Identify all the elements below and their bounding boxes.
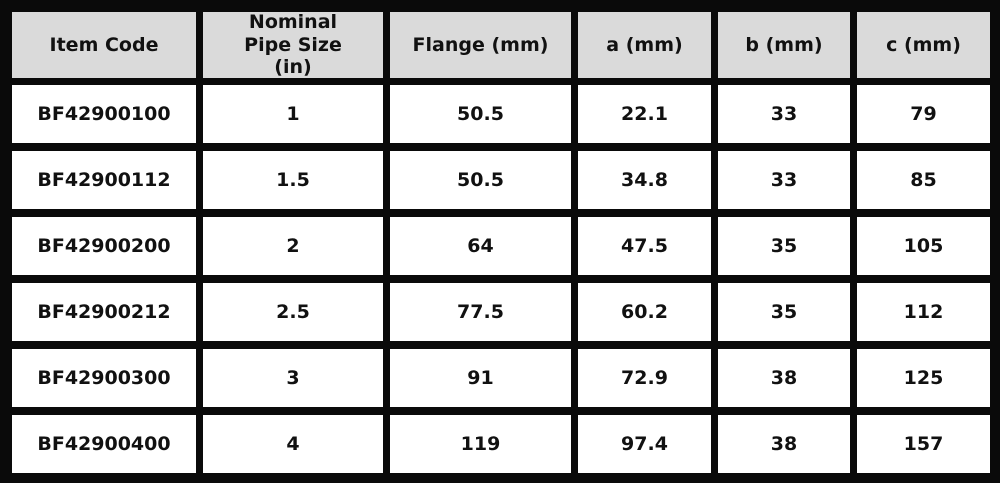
table-cell: 38 bbox=[718, 415, 850, 473]
table-cell: BF42900212 bbox=[12, 283, 196, 341]
table-cell: 64 bbox=[390, 217, 571, 275]
table-cell: 60.2 bbox=[578, 283, 711, 341]
header-cell: b (mm) bbox=[718, 12, 850, 78]
table-cell: 22.1 bbox=[578, 85, 711, 143]
table-cell: 35 bbox=[718, 217, 850, 275]
table-cell: 72.9 bbox=[578, 349, 711, 407]
header-cell: Flange (mm) bbox=[390, 12, 571, 78]
table-cell: 157 bbox=[857, 415, 990, 473]
table-cell: BF42900300 bbox=[12, 349, 196, 407]
table-cell: BF42900400 bbox=[12, 415, 196, 473]
table-cell: 34.8 bbox=[578, 151, 711, 209]
header-cell: c (mm) bbox=[857, 12, 990, 78]
table-cell: BF42900100 bbox=[12, 85, 196, 143]
table-cell: 3 bbox=[203, 349, 383, 407]
table-cell: 38 bbox=[718, 349, 850, 407]
header-cell: a (mm) bbox=[578, 12, 711, 78]
header-cell: Item Code bbox=[12, 12, 196, 78]
table-cell: 1 bbox=[203, 85, 383, 143]
table-cell: 33 bbox=[718, 151, 850, 209]
table-cell: 85 bbox=[857, 151, 990, 209]
table-cell: 77.5 bbox=[390, 283, 571, 341]
table-cell: 91 bbox=[390, 349, 571, 407]
table-cell: 2.5 bbox=[203, 283, 383, 341]
table-cell: BF42900200 bbox=[12, 217, 196, 275]
table-cell: 97.4 bbox=[578, 415, 711, 473]
table-cell: 119 bbox=[390, 415, 571, 473]
table-cell: 4 bbox=[203, 415, 383, 473]
table-cell: 1.5 bbox=[203, 151, 383, 209]
table-cell: 79 bbox=[857, 85, 990, 143]
table-cell: 47.5 bbox=[578, 217, 711, 275]
table-cell: 35 bbox=[718, 283, 850, 341]
table-cell: 112 bbox=[857, 283, 990, 341]
table-cell: 105 bbox=[857, 217, 990, 275]
table-cell: 125 bbox=[857, 349, 990, 407]
table-cell: 50.5 bbox=[390, 85, 571, 143]
table-cell: 33 bbox=[718, 85, 850, 143]
table-cell: 50.5 bbox=[390, 151, 571, 209]
table-cell: 2 bbox=[203, 217, 383, 275]
header-cell: Nominal Pipe Size (in) bbox=[203, 11, 383, 78]
table-cell: BF42900112 bbox=[12, 151, 196, 209]
